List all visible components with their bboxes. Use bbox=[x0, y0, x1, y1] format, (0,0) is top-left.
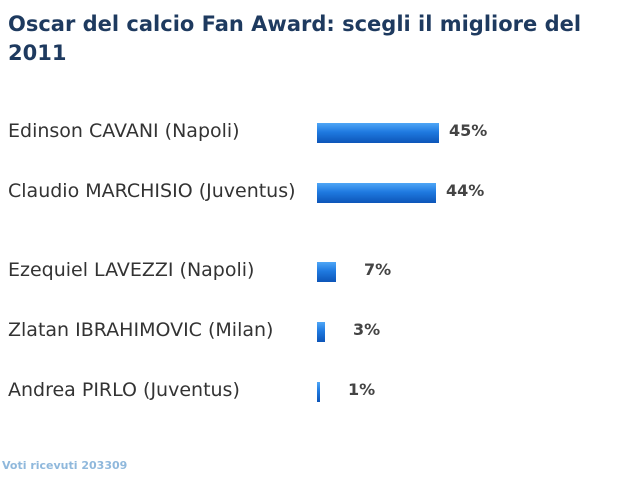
result-bar bbox=[317, 123, 439, 143]
percent-label: 45% bbox=[449, 121, 488, 140]
poll-option[interactable]: Edinson CAVANI (Napoli) 45% bbox=[0, 117, 643, 177]
result-bar bbox=[317, 322, 325, 342]
votes-received: Voti ricevuti 203309 bbox=[2, 459, 128, 472]
option-label: Ezequiel LAVEZZI (Napoli) bbox=[8, 259, 255, 281]
option-label: Zlatan IBRAHIMOVIC (Milan) bbox=[8, 319, 274, 341]
result-bar-track bbox=[317, 382, 557, 402]
percent-label: 3% bbox=[353, 320, 381, 339]
poll-option[interactable]: Ezequiel LAVEZZI (Napoli) 7% bbox=[0, 256, 643, 316]
option-label: Claudio MARCHISIO (Juventus) bbox=[8, 180, 296, 202]
result-bar-track bbox=[317, 262, 557, 282]
poll-option[interactable]: Andrea PIRLO (Juventus) 1% bbox=[0, 376, 643, 436]
result-bar bbox=[317, 382, 320, 402]
poll-option[interactable]: Claudio MARCHISIO (Juventus) 44% bbox=[0, 177, 643, 237]
poll-title: Oscar del calcio Fan Award: scegli il mi… bbox=[8, 12, 582, 65]
result-bar bbox=[317, 183, 436, 203]
result-bar bbox=[317, 262, 336, 282]
result-bar-track bbox=[317, 183, 557, 203]
option-label: Edinson CAVANI (Napoli) bbox=[8, 120, 240, 142]
percent-label: 7% bbox=[364, 260, 392, 279]
result-bar-track bbox=[317, 123, 557, 143]
result-bar-track bbox=[317, 322, 557, 342]
percent-label: 44% bbox=[446, 181, 485, 200]
option-label: Andrea PIRLO (Juventus) bbox=[8, 379, 240, 401]
poll-option[interactable]: Zlatan IBRAHIMOVIC (Milan) 3% bbox=[0, 316, 643, 376]
percent-label: 1% bbox=[348, 380, 376, 399]
